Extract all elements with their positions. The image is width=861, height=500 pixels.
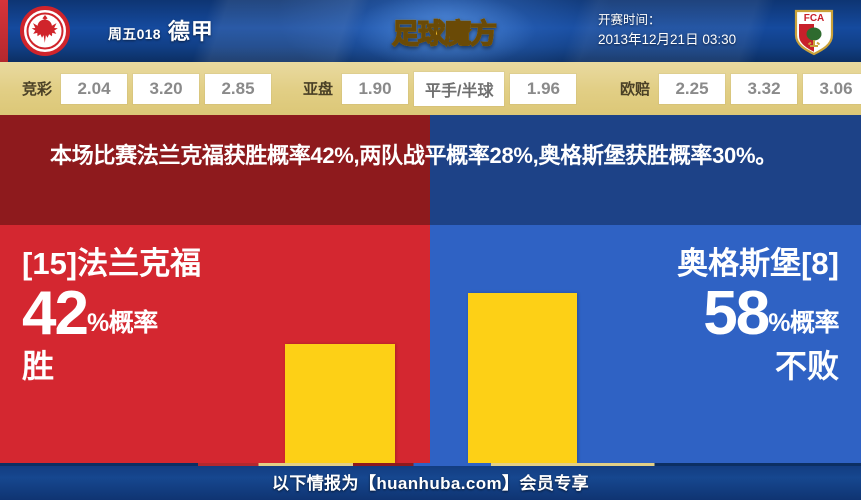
odds-cell-home[interactable]: 2.04 xyxy=(61,73,128,104)
probability-summary-text: 本场比赛法兰克福获胜概率42%,两队战平概率28%,奥格斯堡获胜概率30%。 xyxy=(50,143,777,168)
odds-cell-home[interactable]: 1.90 xyxy=(342,73,409,104)
brand-text: 足球魔方 xyxy=(391,12,498,51)
league-info: 周五018 德甲 xyxy=(108,14,214,46)
away-team-crest-icon: FCA xyxy=(794,9,834,56)
odds-group-title: 竞彩 xyxy=(22,81,53,98)
probability-summary-banner: 本场比赛法兰克福获胜概率42%,两队战平概率28%,奥格斯堡获胜概率30%。 xyxy=(0,115,861,225)
odds-cell-home[interactable]: 2.25 xyxy=(659,73,726,104)
footer-text: 以下情报为【huanhuba.com】会员专享 xyxy=(271,474,590,493)
banner-right-half xyxy=(430,115,861,225)
odds-cell-away[interactable]: 2.85 xyxy=(205,73,272,104)
header-bar: 周五018 德甲 足球魔方 开赛时间： 2013年12月21日 03:30 FC… xyxy=(0,0,861,62)
odds-cell-draw[interactable]: 3.20 xyxy=(133,73,200,104)
odds-cell-draw[interactable]: 3.32 xyxy=(731,73,798,104)
odds-cell-away[interactable]: 1.96 xyxy=(510,73,577,104)
kickoff-info: 开赛时间： 2013年12月21日 03:30 xyxy=(598,11,736,50)
home-team-crest-icon xyxy=(20,6,70,56)
odds-group-title: 亚盘 xyxy=(303,81,334,98)
home-panel: [15]法兰克福 42 %概率 胜 xyxy=(0,225,430,463)
away-stats: 奥格斯堡[8] 58 %概率 不败 xyxy=(677,246,839,385)
odds-group-jingcai: 竞彩 2.04 3.20 2.85 xyxy=(22,73,277,104)
odds-cell-handicap[interactable]: 平手/半球 xyxy=(414,71,505,106)
kickoff-label: 开赛时间： xyxy=(598,13,661,27)
away-panel: 奥格斯堡[8] 58 %概率 不败 xyxy=(430,225,861,463)
kickoff-value: 2013年12月21日 03:30 xyxy=(598,31,737,47)
away-probability-bar xyxy=(468,293,577,463)
league-name: 德甲 xyxy=(167,19,214,44)
footer-accent-stripe xyxy=(0,463,861,466)
odds-cell-away[interactable]: 3.06 xyxy=(803,73,861,104)
brand-logo: 足球魔方 xyxy=(349,0,539,62)
away-percent-value: 58 xyxy=(703,278,770,348)
away-crest-text: FCA xyxy=(804,13,825,24)
home-percent-row: 42 %概率 xyxy=(22,278,201,348)
odds-group-title: 欧赔 xyxy=(620,81,651,98)
away-percent-suffix: %概率 xyxy=(768,309,839,338)
footer-bar: 以下情报为【huanhuba.com】会员专享 xyxy=(0,463,861,500)
home-stats: [15]法兰克福 42 %概率 胜 xyxy=(22,246,202,385)
away-outcome-label: 不败 xyxy=(774,348,839,385)
home-percent-value: 42 xyxy=(22,278,89,348)
away-percent-row: 58 %概率 xyxy=(677,278,839,348)
round-label: 周五018 xyxy=(108,26,161,42)
away-team-name: 奥格斯堡[8] xyxy=(677,246,839,281)
odds-group-european: 欧赔 2.25 3.32 3.06 xyxy=(620,73,861,104)
home-probability-bar xyxy=(285,344,395,463)
banner-left-half xyxy=(0,115,430,225)
odds-bar: 竞彩 2.04 3.20 2.85 亚盘 1.90 平手/半球 1.96 欧赔 … xyxy=(0,62,861,115)
probability-chart: [15]法兰克福 42 %概率 胜 奥格斯堡[8] 58 %概率 不败 xyxy=(0,225,861,463)
home-percent-suffix: %概率 xyxy=(86,309,158,338)
header-red-stripe xyxy=(0,0,8,62)
home-outcome-label: 胜 xyxy=(22,348,55,385)
odds-group-asian-handicap: 亚盘 1.90 平手/半球 1.96 xyxy=(303,71,582,106)
home-team-name: [15]法兰克福 xyxy=(22,246,202,281)
